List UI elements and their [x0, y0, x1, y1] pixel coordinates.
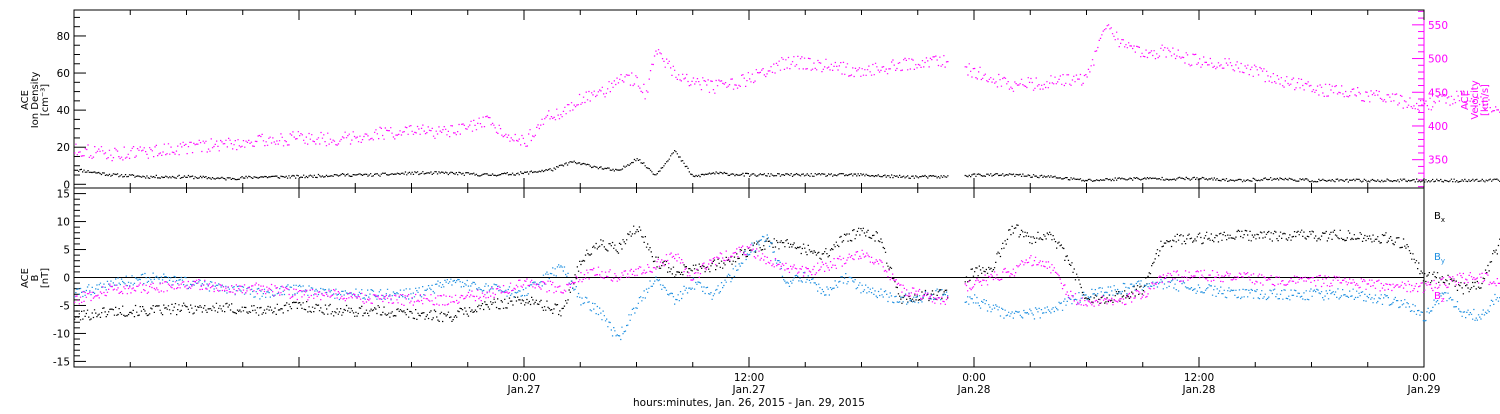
x-tick-time-label: 12:00	[1184, 372, 1214, 384]
bottom-y-axis-label-line: B	[30, 274, 41, 281]
bottom-series-0	[74, 224, 1500, 323]
top-panel: 0 20 40 60 80 350 400 450 500 550	[57, 9, 1500, 191]
bottom-y-tick-label: -15	[53, 356, 70, 368]
x-tick-date-label: Jan.28	[957, 384, 991, 396]
top-y2-axis-label-line: ACE	[1460, 90, 1471, 110]
bottom-y-tick-label: 5	[63, 245, 70, 257]
x-tick-date-label: Jan.27	[507, 384, 541, 396]
top-y-tick-label: 20	[57, 142, 70, 154]
top-series-1	[74, 24, 1500, 162]
bottom-y-tick-label: -5	[60, 300, 70, 312]
top-y-tick-label: 80	[57, 31, 70, 43]
top-panel-frame	[73, 9, 1425, 189]
x-tick-time-label: 0:00	[1412, 372, 1436, 384]
top-y2-axis-label-line: [km/s]	[1480, 84, 1491, 116]
legend: Bx By Bz	[1434, 211, 1445, 304]
bottom-y-tick-label: 10	[57, 217, 70, 229]
x-tick-date-label: Jan.27	[732, 384, 766, 396]
top-y-tick-label: 60	[57, 68, 70, 80]
top-y-axis-label: ACE Ion Density [cm⁻³]	[20, 72, 51, 129]
x-axis-title: hours:minutes, Jan. 26, 2015 - Jan. 29, …	[633, 397, 865, 409]
bottom-y-tick-label: -10	[53, 328, 70, 340]
bottom-y-axis-label-line: ACE	[20, 268, 31, 288]
top-y2-axis-label: ACE Velocity [km/s]	[1460, 80, 1491, 119]
x-tick-time-label: 0:00	[512, 372, 536, 384]
x-tick-time-label: 0:00	[962, 372, 986, 384]
top-y2-tick-label: 550	[1428, 20, 1448, 32]
legend-entry-y: By	[1434, 252, 1445, 265]
x-tick-date-label: Jan.29	[1407, 384, 1441, 396]
top-y-tick-label: 0	[63, 179, 70, 191]
top-y2-tick-label: 350	[1428, 155, 1448, 167]
bottom-series-2	[74, 244, 1500, 307]
bottom-panel: -15 -10 -5 0 5 10 15	[53, 187, 1500, 368]
top-y2-tick-label: 500	[1428, 54, 1448, 66]
top-y-axis-label-line: ACE	[20, 90, 31, 110]
x-tick-date-label: Jan.28	[1182, 384, 1216, 396]
bottom-series-1	[74, 234, 1500, 341]
top-y2-axis-label-line: Velocity	[1470, 80, 1481, 119]
top-series-0	[74, 150, 1500, 183]
bottom-y-axis-label-line: [nT]	[40, 268, 51, 288]
legend-entry-z: Bz	[1434, 291, 1445, 304]
bottom-y-tick-label: 0	[63, 273, 70, 285]
top-y-axis-label-line: Ion Density	[30, 72, 41, 129]
top-y2-tick-label: 400	[1428, 121, 1448, 133]
legend-entry-x: Bx	[1434, 211, 1445, 224]
bottom-y-tick-label: 15	[57, 189, 70, 201]
top-y-tick-label: 40	[57, 105, 70, 117]
x-axis: 0:00Jan.2712:00Jan.270:00Jan.2812:00Jan.…	[73, 10, 1441, 396]
bottom-y-axis-label: ACE B [nT]	[20, 268, 51, 288]
top-y-axis-label-line: [cm⁻³]	[40, 84, 51, 116]
top-y2-tick-label: 450	[1428, 87, 1448, 99]
x-tick-time-label: 12:00	[734, 372, 764, 384]
